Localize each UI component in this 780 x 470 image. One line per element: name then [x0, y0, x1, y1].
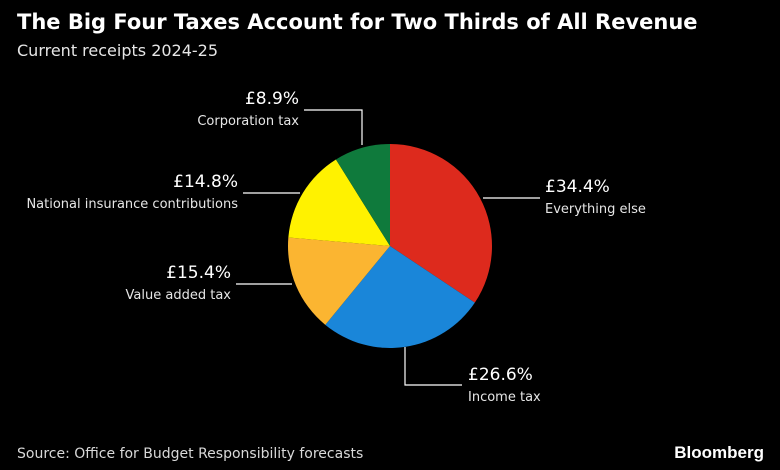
slice-value-label: £8.9% [245, 89, 299, 109]
slice-category-label: National insurance contributions [26, 197, 238, 212]
leader-line-2 [404, 347, 462, 386]
slice-category-label: Value added tax [126, 288, 232, 303]
slice-category-label: Corporation tax [197, 114, 299, 129]
slice-value-label: £26.6% [468, 365, 533, 385]
slice-category-label: Everything else [545, 202, 646, 217]
leader-line-5 [304, 109, 363, 145]
pie-slice-4 [288, 159, 390, 246]
slice-value-label: £14.8% [173, 172, 238, 192]
pie-slice-1 [390, 144, 492, 303]
slice-value-label: £15.4% [166, 263, 231, 283]
pie-slice-2 [325, 246, 475, 349]
source-note: Source: Office for Budget Responsibility… [17, 446, 364, 462]
slice-value-label: £34.4% [545, 177, 610, 197]
chart-subtitle: Current receipts 2024-25 [17, 41, 219, 60]
pie-slice-5 [335, 144, 390, 246]
pie-slice-3 [287, 237, 390, 325]
slice-category-label: Income tax [468, 390, 541, 405]
chart-title: The Big Four Taxes Account for Two Third… [17, 10, 698, 34]
bloomberg-logo: Bloomberg [674, 443, 764, 462]
